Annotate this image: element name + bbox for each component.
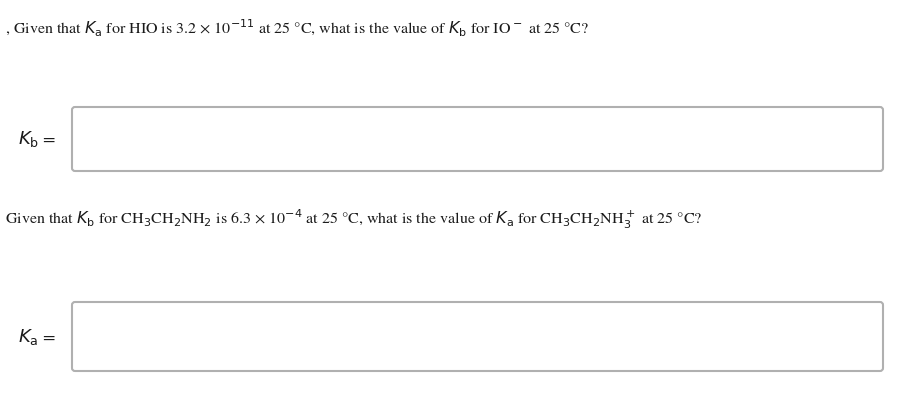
Text: $\mathit{K}_\mathrm{a}$ =: $\mathit{K}_\mathrm{a}$ = [18,327,56,347]
Text: , Given that $\mathit{K}_\mathrm{a}$ for HIO is 3.2 × 10$^{-11}$ at 25 °C, what : , Given that $\mathit{K}_\mathrm{a}$ for… [5,18,589,39]
FancyBboxPatch shape [72,302,883,371]
Text: Given that $\mathit{K}_\mathrm{b}$ for CH$_3$CH$_2$NH$_2$ is 6.3 × 10$^{-4}$ at : Given that $\mathit{K}_\mathrm{b}$ for C… [5,208,703,231]
FancyBboxPatch shape [72,107,883,171]
Text: $\mathit{K}_\mathrm{b}$ =: $\mathit{K}_\mathrm{b}$ = [18,129,56,149]
